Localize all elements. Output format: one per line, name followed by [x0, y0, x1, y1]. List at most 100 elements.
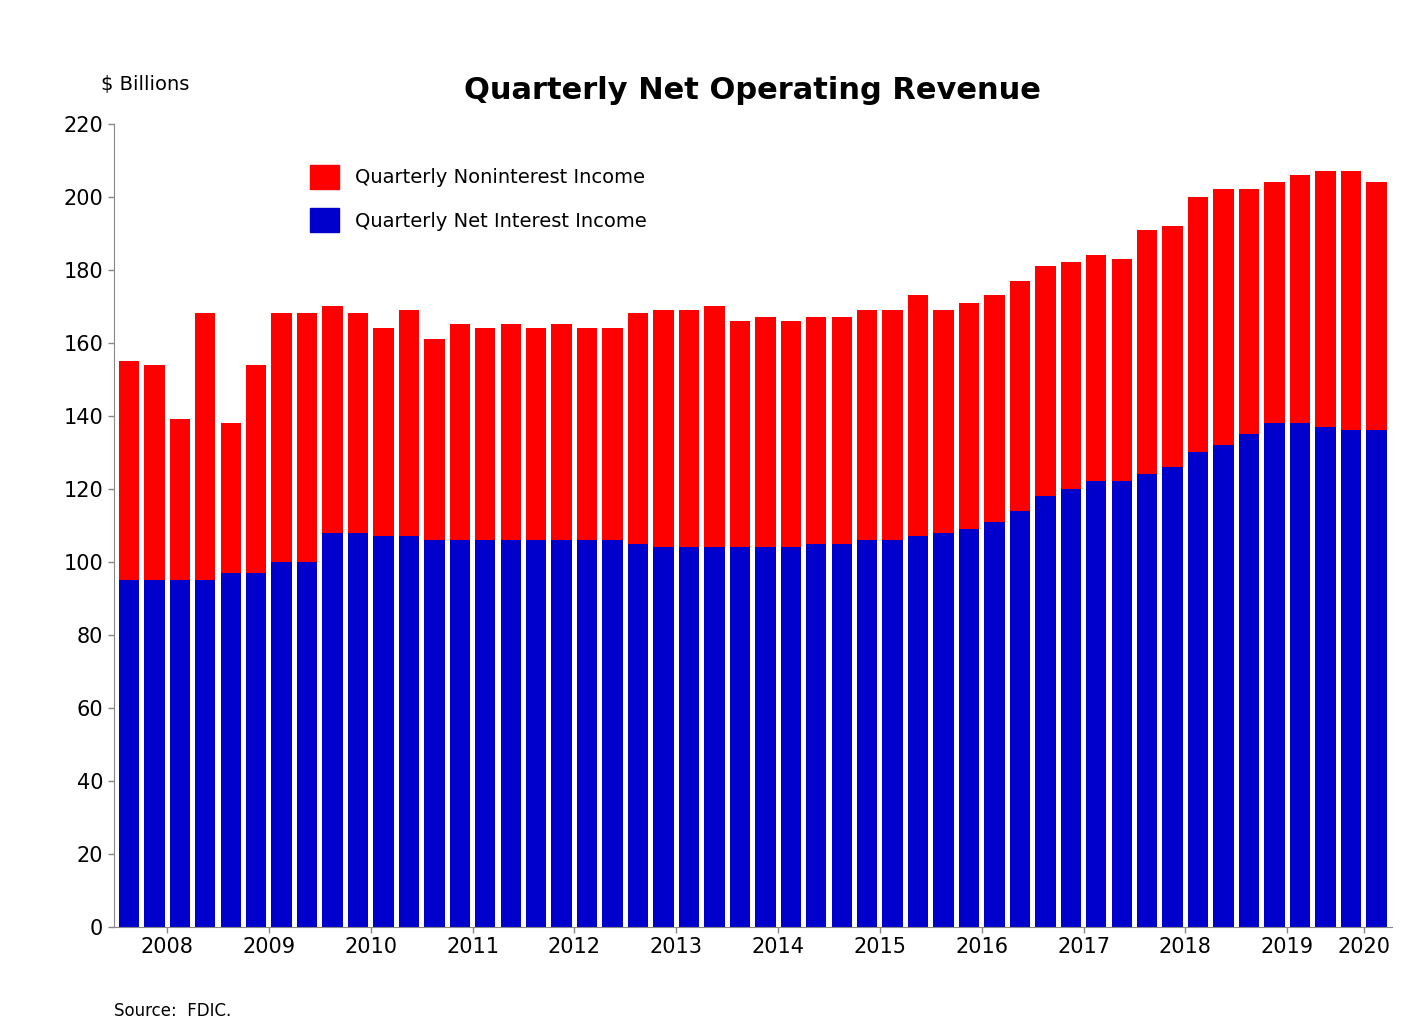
- Bar: [220, 423, 241, 573]
- Bar: [501, 324, 521, 540]
- Bar: [501, 540, 521, 927]
- Bar: [1163, 467, 1183, 927]
- Bar: [1112, 481, 1132, 927]
- Bar: [1163, 226, 1183, 467]
- Bar: [525, 329, 547, 540]
- Bar: [271, 561, 291, 927]
- Bar: [425, 339, 444, 540]
- Bar: [1340, 171, 1360, 431]
- Bar: [1264, 182, 1285, 423]
- Bar: [858, 540, 878, 927]
- Bar: [1137, 474, 1157, 927]
- Bar: [602, 329, 623, 540]
- Bar: [755, 547, 775, 927]
- Bar: [730, 320, 750, 547]
- Bar: [679, 310, 699, 547]
- Bar: [476, 329, 496, 540]
- Bar: [1010, 511, 1030, 927]
- Bar: [220, 573, 241, 927]
- Bar: [882, 310, 903, 540]
- Bar: [907, 296, 929, 537]
- Bar: [348, 313, 368, 533]
- Bar: [1189, 197, 1208, 452]
- Bar: [1035, 496, 1055, 927]
- Bar: [882, 540, 903, 927]
- Bar: [781, 320, 801, 547]
- Bar: [373, 329, 393, 537]
- Bar: [297, 561, 317, 927]
- Legend: Quarterly Noninterest Income, Quarterly Net Interest Income: Quarterly Noninterest Income, Quarterly …: [302, 158, 655, 240]
- Bar: [984, 521, 1004, 927]
- Title: Quarterly Net Operating Revenue: Quarterly Net Operating Revenue: [464, 75, 1041, 105]
- Bar: [1035, 266, 1055, 496]
- Bar: [1238, 190, 1260, 434]
- Bar: [730, 547, 750, 927]
- Bar: [653, 547, 673, 927]
- Bar: [1086, 255, 1106, 481]
- Bar: [959, 303, 980, 529]
- Bar: [1366, 431, 1386, 927]
- Bar: [755, 317, 775, 547]
- Bar: [119, 360, 139, 580]
- Bar: [246, 365, 267, 573]
- Bar: [348, 533, 368, 927]
- Bar: [832, 317, 852, 544]
- Bar: [450, 540, 470, 927]
- Bar: [450, 324, 470, 540]
- Bar: [984, 296, 1004, 521]
- Bar: [933, 533, 954, 927]
- Bar: [653, 310, 673, 547]
- Bar: [577, 329, 598, 540]
- Bar: [1214, 445, 1234, 927]
- Bar: [781, 547, 801, 927]
- Bar: [322, 533, 342, 927]
- Bar: [628, 544, 648, 927]
- Bar: [1264, 423, 1285, 927]
- Bar: [1289, 175, 1311, 423]
- Bar: [959, 529, 980, 927]
- Bar: [551, 540, 572, 927]
- Bar: [373, 537, 393, 927]
- Bar: [399, 310, 419, 537]
- Bar: [119, 580, 139, 927]
- Bar: [832, 544, 852, 927]
- Bar: [704, 547, 724, 927]
- Bar: [525, 540, 547, 927]
- Bar: [807, 544, 826, 927]
- Bar: [399, 537, 419, 927]
- Bar: [145, 580, 165, 927]
- Bar: [628, 313, 648, 544]
- Bar: [1189, 452, 1208, 927]
- Bar: [169, 419, 190, 580]
- Text: $ Billions: $ Billions: [101, 75, 189, 95]
- Bar: [246, 573, 267, 927]
- Bar: [807, 317, 826, 544]
- Bar: [602, 540, 623, 927]
- Bar: [577, 540, 598, 927]
- Bar: [1238, 434, 1260, 927]
- Bar: [195, 580, 216, 927]
- Bar: [195, 313, 216, 580]
- Bar: [1061, 489, 1081, 927]
- Bar: [1366, 182, 1386, 431]
- Bar: [1289, 423, 1311, 927]
- Bar: [1061, 263, 1081, 489]
- Bar: [907, 537, 929, 927]
- Bar: [1315, 171, 1336, 426]
- Bar: [679, 547, 699, 927]
- Bar: [704, 306, 724, 547]
- Text: Source:  FDIC.: Source: FDIC.: [114, 1002, 231, 1020]
- Bar: [858, 310, 878, 540]
- Bar: [1340, 431, 1360, 927]
- Bar: [476, 540, 496, 927]
- Bar: [1315, 426, 1336, 927]
- Bar: [1137, 230, 1157, 474]
- Bar: [1112, 259, 1132, 481]
- Bar: [169, 580, 190, 927]
- Bar: [425, 540, 444, 927]
- Bar: [1010, 280, 1030, 511]
- Bar: [551, 324, 572, 540]
- Bar: [1214, 190, 1234, 445]
- Bar: [322, 306, 342, 533]
- Bar: [297, 313, 317, 561]
